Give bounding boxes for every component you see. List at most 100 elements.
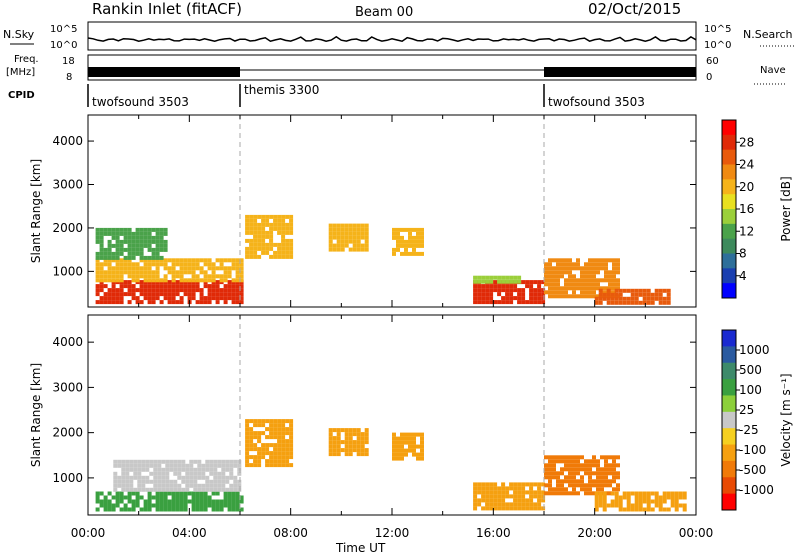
heatmap-cell (646, 507, 651, 512)
heatmap-cell (211, 507, 216, 512)
heatmap-cell (153, 487, 158, 492)
heatmap-cell (193, 459, 198, 464)
heatmap-cell (127, 300, 132, 305)
heatmap-cell (143, 243, 148, 248)
heatmap-cell (332, 223, 337, 228)
heatmap-cell (352, 235, 357, 240)
heatmap-cell (552, 258, 556, 263)
heatmap-cell (281, 250, 286, 255)
heatmap-cell (594, 499, 599, 504)
heatmap-cell (654, 499, 659, 504)
heatmap-cell (277, 419, 282, 424)
heatmap-cell (257, 419, 262, 424)
heatmap-cell (485, 498, 490, 503)
heatmap-cell (289, 242, 294, 247)
heatmap-cell (199, 270, 204, 275)
heatmap-cell (600, 266, 604, 271)
heatmap-cell (221, 479, 226, 484)
heatmap-cell (245, 214, 250, 219)
heatmap-cell (356, 440, 361, 445)
heatmap-cell (95, 255, 100, 260)
heatmap-cell (277, 431, 282, 436)
heatmap-cell (396, 235, 400, 240)
heatmap-cell (133, 467, 138, 472)
heatmap-cell (169, 459, 174, 464)
heatmap-cell (408, 432, 412, 437)
heatmap-cell (513, 494, 518, 499)
heatmap-cell (269, 242, 274, 247)
heatmap-cell (584, 266, 588, 271)
heatmap-cell (235, 288, 240, 293)
heatmap-cell (209, 487, 214, 492)
heatmap-cell (412, 235, 416, 240)
heatmap-cell (155, 239, 160, 244)
heatmap-cell (231, 499, 236, 504)
heatmap-cell (277, 214, 282, 219)
heatmap-cell (151, 300, 156, 305)
heatmap-cell (630, 288, 635, 293)
heatmap-cell (219, 288, 224, 293)
heatmap-cell (608, 278, 612, 283)
heatmap-cell (177, 467, 182, 472)
heatmap-cell (231, 300, 236, 305)
heatmap-cell (191, 296, 196, 301)
heatmap-cell (396, 243, 400, 248)
heatmap-cell (127, 292, 132, 297)
heatmap-cell (412, 227, 416, 232)
heatmap-cell (217, 479, 222, 484)
heatmap-cell (249, 443, 254, 448)
heatmap-cell (127, 262, 132, 267)
heatmap-cell (245, 230, 250, 235)
heatmap-cell (277, 222, 282, 227)
colorbar-frame (721, 329, 737, 511)
heatmap-cell (596, 475, 600, 480)
heatmap-cell (604, 290, 608, 295)
heatmap-cell (281, 234, 286, 239)
heatmap-cell (485, 490, 490, 495)
heatmap-cell (143, 262, 148, 267)
heatmap-cell (235, 495, 240, 500)
heatmap-cell (269, 451, 274, 456)
heatmap-cell (155, 507, 160, 512)
heatmap-cell (606, 296, 611, 301)
heatmap-cell (473, 502, 478, 507)
heatmap-cell (477, 490, 482, 495)
heatmap-cell (219, 258, 224, 263)
heatmap-cell (139, 495, 144, 500)
heatmap-cell (219, 296, 224, 301)
heatmap-cell (151, 227, 156, 232)
heatmap-cell (340, 243, 345, 248)
heatmap-cell (356, 235, 361, 240)
heatmap-cell (564, 455, 568, 460)
heatmap-cell (473, 490, 478, 495)
heatmap-cell (199, 292, 204, 297)
heatmap-cell (219, 278, 224, 283)
colorbar-segment (722, 283, 736, 299)
heatmap-cell (576, 459, 580, 464)
heatmap-cell (584, 290, 588, 295)
heatmap-cell (159, 278, 164, 283)
heatmap-cell (400, 448, 404, 453)
heatmap-cell (548, 467, 552, 472)
heatmap-cell (493, 494, 498, 499)
heatmap-cell (131, 499, 136, 504)
heatmap-cell (179, 288, 184, 293)
heatmap-cell (269, 435, 274, 440)
heatmap-cell (360, 452, 365, 457)
heatmap-cell (552, 467, 556, 472)
heatmap-cell (289, 238, 294, 243)
heatmap-cell (95, 235, 100, 240)
heatmap-cell (485, 494, 490, 499)
heatmap-cell (197, 463, 202, 468)
freq-block-1 (544, 67, 696, 77)
heatmap-cell (175, 503, 180, 508)
heatmap-cell (203, 300, 208, 305)
heatmap-cell (223, 288, 228, 293)
heatmap-cell (408, 251, 412, 256)
heatmap-cell (207, 274, 212, 279)
heatmap-cell (135, 247, 140, 252)
heatmap-cell (564, 258, 568, 263)
heatmap-cell (115, 235, 120, 240)
heatmap-cell (501, 482, 506, 487)
